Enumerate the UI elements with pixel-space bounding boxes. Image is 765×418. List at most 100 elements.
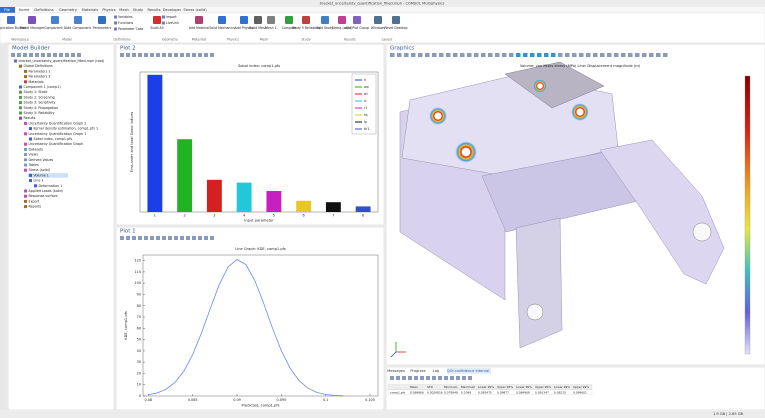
toolbar-icon[interactable] <box>174 53 178 57</box>
toolbar-icon[interactable] <box>17 53 21 57</box>
toolbar-icon[interactable] <box>530 53 535 57</box>
toolbar-icon[interactable] <box>150 236 154 240</box>
toolbar-icon[interactable] <box>635 53 640 57</box>
tree-item[interactable]: Study 5: Reliability <box>24 111 55 115</box>
ribbon-button[interactable]: Solid Mechanics <box>209 26 235 30</box>
toolbar-icon[interactable] <box>628 53 633 57</box>
tree-item[interactable]: Parameters 2 <box>29 75 51 79</box>
toolbar-icon[interactable] <box>614 53 619 57</box>
menu-tab[interactable]: Stress (solid) <box>183 8 207 12</box>
toolbar-icon[interactable] <box>642 53 647 57</box>
ribbon-button[interactable]: Parameters <box>93 26 112 30</box>
toolbar-icon[interactable] <box>439 53 444 57</box>
toolbar-icon[interactable] <box>53 53 57 57</box>
ribbon-button[interactable]: Model Manager <box>20 26 45 30</box>
menu-tab[interactable]: Physics <box>102 8 115 12</box>
toolbar-icon[interactable] <box>180 236 184 240</box>
tree-item[interactable]: Line 1 <box>34 179 44 183</box>
toolbar-icon[interactable] <box>204 236 208 240</box>
toolbar-icon[interactable] <box>593 53 598 57</box>
toolbar-icon[interactable] <box>467 53 472 57</box>
toolbar-icon[interactable] <box>460 53 465 57</box>
tree-item[interactable]: Study 2: Screening <box>24 95 55 99</box>
tree-item[interactable]: Study 1: Static <box>24 90 48 94</box>
toolbar-icon[interactable] <box>162 236 166 240</box>
toolbar-icon[interactable] <box>390 53 395 57</box>
toolbar-icon[interactable] <box>132 236 136 240</box>
menu-tab[interactable]: Home <box>19 8 30 12</box>
tree-item[interactable]: Uncertainty Quantification Graph 1 <box>29 132 87 136</box>
menu-tab[interactable]: Developer <box>163 8 182 12</box>
ribbon-button[interactable]: Stress (solid) <box>332 26 353 30</box>
toolbar-icon[interactable] <box>537 53 542 57</box>
toolbar-icon[interactable] <box>488 53 493 57</box>
tree-item[interactable]: Sobol index, comp1.pfs <box>34 137 73 141</box>
menu-tab[interactable]: Mesh <box>119 8 128 12</box>
menu-tab[interactable]: Definitions <box>34 8 53 12</box>
toolbar-icon[interactable] <box>126 53 130 57</box>
tree-item[interactable]: Stress (solid) <box>29 168 50 172</box>
toolbar-icon[interactable] <box>420 376 424 380</box>
file-tab[interactable] <box>0 7 15 13</box>
toolbar-icon[interactable] <box>523 53 528 57</box>
toolbar-icon[interactable] <box>572 53 577 57</box>
toolbar-icon[interactable] <box>210 236 214 240</box>
toolbar-icon[interactable] <box>77 53 81 57</box>
toolbar-icon[interactable] <box>418 53 423 57</box>
toolbar-icon[interactable] <box>456 376 460 380</box>
tree-item[interactable]: Applied Loads (solid) <box>29 189 63 193</box>
toolbar-icon[interactable] <box>120 236 124 240</box>
toolbar-icon[interactable] <box>397 53 402 57</box>
toolbar-icon[interactable] <box>468 376 472 380</box>
toolbar-icon[interactable] <box>198 236 202 240</box>
ribbon-button[interactable]: Build Mesh <box>249 26 266 30</box>
toolbar-icon[interactable] <box>396 376 400 380</box>
tree-item[interactable]: Materials <box>29 80 44 84</box>
toolbar-icon[interactable] <box>404 53 409 57</box>
toolbar-icon[interactable] <box>390 376 394 380</box>
toolbar-icon[interactable] <box>174 236 178 240</box>
tree-item[interactable]: Deformation 1 <box>39 184 63 188</box>
toolbar-icon[interactable] <box>29 53 33 57</box>
toolbar-icon[interactable] <box>11 53 15 57</box>
toolbar-icon[interactable] <box>551 53 556 57</box>
tree-item[interactable]: bracket_uncertainty_quantification_fille… <box>19 59 105 63</box>
toolbar-icon[interactable] <box>168 236 172 240</box>
toolbar-icon[interactable] <box>411 53 416 57</box>
toolbar-icon[interactable] <box>192 236 196 240</box>
toolbar-icon[interactable] <box>586 53 591 57</box>
tree-item[interactable]: Uncertainty Quantification Graph 2 <box>29 121 87 125</box>
tree-item[interactable]: Derived Values <box>29 158 54 162</box>
toolbar-icon[interactable] <box>453 53 458 57</box>
menu-tab[interactable]: Geometry <box>59 8 78 12</box>
toolbar-icon[interactable] <box>41 53 45 57</box>
menu-tab[interactable]: File <box>4 8 11 12</box>
toolbar-icon[interactable] <box>138 53 142 57</box>
toolbar-icon[interactable] <box>192 53 196 57</box>
toolbar-icon[interactable] <box>408 376 412 380</box>
toolbar-icon[interactable] <box>210 53 214 57</box>
toolbar-icon[interactable] <box>120 53 124 57</box>
toolbar-icon[interactable] <box>186 53 190 57</box>
toolbar-icon[interactable] <box>59 53 63 57</box>
toolbar-icon[interactable] <box>663 53 668 57</box>
toolbar-icon[interactable] <box>156 53 160 57</box>
toolbar-icon[interactable] <box>204 53 208 57</box>
ribbon-button[interactable]: Reset Desktop <box>384 26 407 30</box>
toolbar-icon[interactable] <box>432 53 437 57</box>
menu-tab[interactable]: Study <box>133 8 144 12</box>
toolbar-icon[interactable] <box>156 236 160 240</box>
tree-item[interactable]: Export <box>29 199 40 203</box>
toolbar-icon[interactable] <box>502 53 507 57</box>
tree-item[interactable]: Tables <box>28 163 40 167</box>
toolbar-icon[interactable] <box>23 53 27 57</box>
toolbar-icon[interactable] <box>426 376 430 380</box>
toolbar-icon[interactable] <box>600 53 605 57</box>
ribbon-button[interactable]: Mesh 1 <box>265 26 276 30</box>
menu-tab[interactable]: Results <box>148 8 161 12</box>
toolbar-icon[interactable] <box>450 376 454 380</box>
ribbon-button[interactable]: Add Physics <box>235 26 254 30</box>
ribbon-small-button[interactable]: Functions <box>118 21 134 25</box>
toolbar-icon[interactable] <box>126 236 130 240</box>
toolbar-icon[interactable] <box>438 376 442 380</box>
